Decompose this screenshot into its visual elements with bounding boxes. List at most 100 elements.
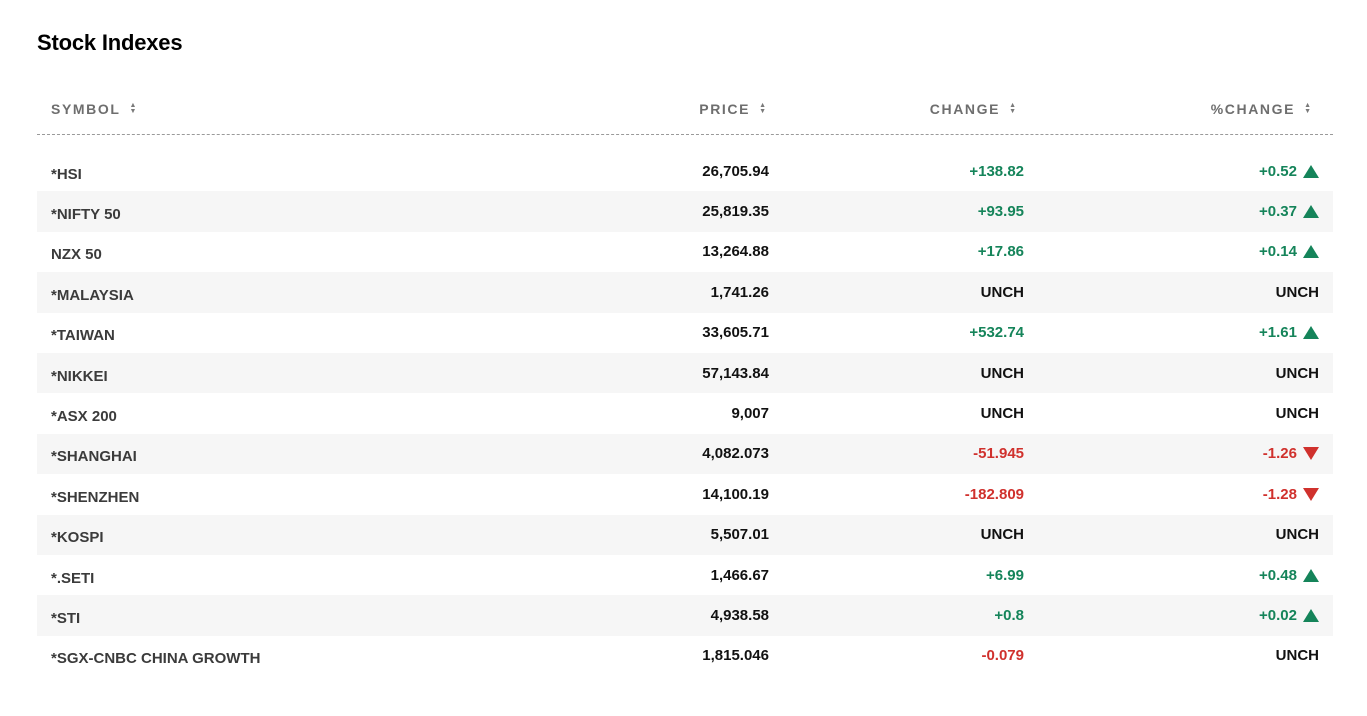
up-arrow-icon	[1303, 608, 1319, 622]
up-arrow-icon	[1303, 326, 1319, 340]
price-value: 5,507.01	[710, 526, 769, 544]
price-value: 9,007	[731, 405, 769, 423]
symbol-link[interactable]: *SGX-CNBC CHINA GROWTH	[51, 650, 261, 668]
pct-change-value: +0.48	[1259, 566, 1297, 584]
pct-change-value: -1.26	[1262, 445, 1297, 463]
price-value: 1,815.046	[702, 647, 769, 665]
change-value: -51.945	[973, 445, 1024, 463]
pct-change-value: UNCH	[1275, 526, 1319, 544]
symbol-link[interactable]: *MALAYSIA	[51, 286, 134, 304]
change-value: +0.8	[994, 606, 1024, 624]
price-value: 1,741.26	[710, 283, 769, 301]
pct-change-cell: +0.14	[1259, 232, 1319, 272]
table-row[interactable]: *STI 4,938.58 +0.8 +0.02	[37, 595, 1333, 636]
price-value: 4,082.073	[702, 445, 769, 463]
sort-icon[interactable]: ▲ ▼	[759, 102, 766, 115]
pct-change-value: UNCH	[1275, 647, 1319, 665]
table-row[interactable]: *SHENZHEN 14,100.19 -182.809 -1.28	[37, 474, 1333, 514]
up-arrow-icon	[1303, 164, 1319, 178]
pct-change-value: UNCH	[1275, 283, 1319, 301]
symbol-header-label: SYMBOL	[51, 101, 121, 117]
pct-change-cell: UNCH	[1276, 353, 1319, 393]
change-value: UNCH	[980, 364, 1024, 382]
table-header: SYMBOL ▲ ▼ PRICE ▲ ▼ CHANGE ▲ ▼ %CHANGE ▲ ▼	[37, 90, 1333, 135]
pct-change-cell: UNCH	[1276, 636, 1319, 676]
table-row[interactable]: *ASX 200 9,007 UNCH UNCH	[37, 393, 1333, 433]
pct-change-value: UNCH	[1275, 364, 1319, 382]
change-value: UNCH	[980, 526, 1024, 544]
pct-change-value: -1.28	[1262, 485, 1297, 503]
down-arrow-icon	[1303, 487, 1319, 501]
symbol-link[interactable]: *ASX 200	[51, 408, 117, 426]
sort-icon[interactable]: ▲ ▼	[129, 102, 137, 115]
table-row[interactable]: *KOSPI 5,507.01 UNCH UNCH	[37, 514, 1333, 555]
symbol-link[interactable]: *TAIWAN	[51, 327, 115, 345]
change-column-header[interactable]: CHANGE ▲ ▼	[930, 101, 1016, 117]
sort-icon[interactable]: ▲ ▼	[1009, 102, 1016, 115]
pct-change-value: +0.52	[1259, 162, 1297, 180]
price-value: 33,605.71	[702, 324, 769, 342]
change-value: +138.82	[969, 162, 1024, 180]
price-value: 13,264.88	[702, 243, 769, 261]
symbol-link[interactable]: *HSI	[51, 165, 82, 183]
price-value: 57,143.84	[702, 364, 769, 382]
change-value: -182.809	[964, 485, 1024, 503]
symbol-link[interactable]: *KOSPI	[51, 529, 104, 547]
stock-indexes-table: SYMBOL ▲ ▼ PRICE ▲ ▼ CHANGE ▲ ▼ %CHANGE ▲ ▼ …	[37, 90, 1333, 676]
table-row[interactable]: *SHANGHAI 4,082.073 -51.945 -1.26	[37, 433, 1333, 475]
price-header-label: PRICE	[699, 101, 751, 117]
price-value: 1,466.67	[710, 566, 769, 584]
table-row[interactable]: *NIFTY 50 25,819.35 +93.95 +0.37	[37, 191, 1333, 232]
symbol-link[interactable]: *STI	[51, 609, 81, 627]
table-body: *HSI 26,705.94 +138.82 +0.52 *NIFTY 50 25,819…	[37, 151, 1333, 676]
pct-change-cell: +0.37	[1259, 191, 1319, 231]
pct-change-cell: -1.28	[1263, 474, 1319, 514]
symbol-link[interactable]: *SHENZHEN	[51, 488, 140, 506]
change-value: -0.079	[981, 647, 1024, 665]
table-row[interactable]: *NIKKEI 57,143.84 UNCH UNCH	[37, 352, 1333, 394]
price-value: 26,705.94	[702, 162, 769, 180]
change-value: +6.99	[986, 566, 1024, 584]
up-arrow-icon	[1303, 205, 1319, 219]
table-row[interactable]: *MALAYSIA 1,741.26 UNCH UNCH	[37, 272, 1333, 313]
change-value: +17.86	[977, 243, 1024, 261]
page-title: Stock Indexes	[37, 30, 183, 55]
pct-change-cell: +0.52	[1259, 151, 1319, 191]
pct-change-value: UNCH	[1275, 405, 1319, 423]
symbol-link[interactable]: *NIFTY 50	[51, 206, 121, 224]
table-row[interactable]: NZX 50 13,264.88 +17.86 +0.14	[37, 232, 1333, 272]
symbol-link[interactable]: NZX 50	[51, 246, 102, 264]
price-value: 4,938.58	[710, 606, 769, 624]
table-row[interactable]: *SGX-CNBC CHINA GROWTH 1,815.046 -0.079 UNC…	[37, 636, 1333, 676]
sort-icon[interactable]: ▲ ▼	[1304, 102, 1311, 115]
pct-change-value: +0.37	[1259, 203, 1297, 221]
change-value: UNCH	[980, 283, 1024, 301]
pct-change-value: +0.14	[1259, 243, 1297, 261]
pct-change-cell: +0.48	[1259, 555, 1319, 595]
table-row[interactable]: *HSI 26,705.94 +138.82 +0.52	[37, 151, 1333, 191]
change-header-label: CHANGE	[929, 101, 1001, 117]
table-row[interactable]: *TAIWAN 33,605.71 +532.74 +1.61	[37, 313, 1333, 353]
change-value: +532.74	[969, 324, 1024, 342]
price-column-header[interactable]: PRICE ▲ ▼	[699, 101, 766, 117]
pct-change-cell: UNCH	[1276, 272, 1319, 312]
table-row[interactable]: *.SETI 1,466.67 +6.99 +0.48	[37, 555, 1333, 595]
up-arrow-icon	[1303, 568, 1319, 582]
pct-change-column-header[interactable]: %CHANGE ▲ ▼	[1211, 101, 1311, 117]
symbol-link[interactable]: *SHANGHAI	[51, 448, 137, 466]
symbol-column-header[interactable]: SYMBOL ▲ ▼	[51, 101, 136, 117]
pct-change-cell: +1.61	[1259, 313, 1319, 353]
price-value: 25,819.35	[702, 203, 769, 221]
change-value: UNCH	[980, 405, 1024, 423]
pct-change-header-label: %CHANGE	[1210, 101, 1296, 117]
pct-change-value: +1.61	[1259, 324, 1297, 342]
symbol-link[interactable]: *.SETI	[51, 569, 95, 587]
pct-change-cell: UNCH	[1276, 515, 1319, 555]
symbol-link[interactable]: *NIKKEI	[51, 367, 108, 385]
pct-change-value: +0.02	[1259, 606, 1297, 624]
pct-change-cell: UNCH	[1276, 393, 1319, 433]
price-value: 14,100.19	[702, 485, 769, 503]
pct-change-cell: +0.02	[1259, 595, 1319, 635]
down-arrow-icon	[1303, 447, 1319, 461]
